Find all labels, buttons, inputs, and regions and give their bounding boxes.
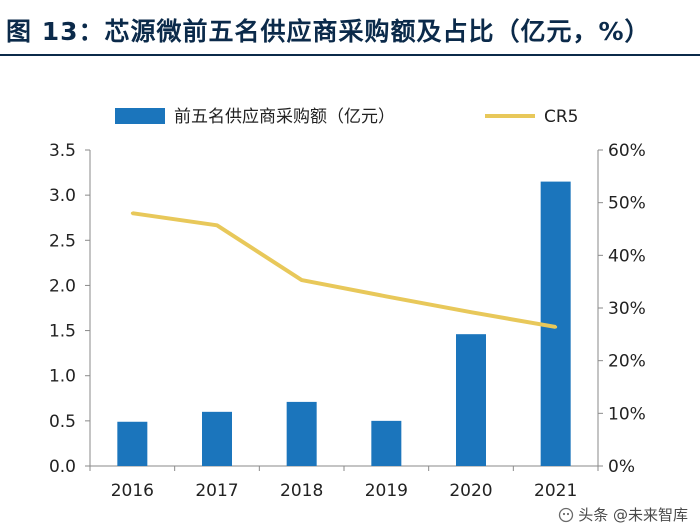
y-left-tick-label: 2.0 <box>49 276 76 296</box>
bar-series <box>117 181 571 466</box>
bar <box>456 334 486 466</box>
line-series <box>130 211 558 329</box>
legend-label-line: CR5 <box>544 107 579 127</box>
x-tick-label: 2018 <box>280 481 323 501</box>
y-right-tick-label: 60% <box>608 141 646 161</box>
y-left-tick-label: 1.5 <box>49 322 76 342</box>
y-left-tick-label: 3.5 <box>49 141 76 161</box>
y-left-tick-label: 2.5 <box>49 231 76 251</box>
y-right-tick-label: 40% <box>608 246 646 266</box>
y-left-tick-label: 0.5 <box>49 412 76 432</box>
tick-labels: 0.0 0.5 1.0 1.5 2.0 2.5 3.0 3.5 0% 10% 20% 30% 40% 50… <box>49 141 646 501</box>
legend-swatch-bar <box>115 108 165 124</box>
x-tick-label: 2019 <box>365 481 408 501</box>
cr5-point <box>215 223 219 227</box>
bar <box>371 420 402 466</box>
cr5-line <box>132 211 557 329</box>
y-right-tick-label: 20% <box>608 352 646 372</box>
x-tick-label: 2021 <box>534 481 577 501</box>
title-divider <box>0 54 700 56</box>
x-tick-label: 2017 <box>195 481 238 501</box>
cr5-point <box>554 325 558 329</box>
y-right-tick-label: 30% <box>608 299 646 319</box>
figure-title: 图 13：芯源微前五名供应商采购额及占比（亿元，%） <box>6 17 651 46</box>
bar <box>202 411 232 466</box>
y-left-tick-label: 0.0 <box>49 457 76 477</box>
bar <box>117 421 148 466</box>
cr5-point <box>300 278 304 282</box>
y-right-tick-label: 50% <box>608 194 646 214</box>
y-right-tick-label: 10% <box>608 404 646 424</box>
x-tick-label: 2016 <box>111 481 154 501</box>
cr5-point <box>384 294 388 298</box>
watermark: 头条 @未来智库 <box>558 504 688 525</box>
bar <box>286 401 317 466</box>
account-icon <box>559 507 574 522</box>
legend-label-bar: 前五名供应商采购额（亿元） <box>174 107 395 127</box>
cr5-point <box>469 310 473 314</box>
axes <box>85 149 603 471</box>
y-left-tick-label: 1.0 <box>49 367 76 387</box>
y-right-tick-label: 0% <box>608 457 635 477</box>
watermark-text: 头条 @未来智库 <box>578 506 688 524</box>
legend: 前五名供应商采购额（亿元） CR5 <box>115 107 579 127</box>
y-left-tick-label: 3.0 <box>49 186 76 206</box>
cr5-point <box>130 211 134 215</box>
x-tick-label: 2020 <box>449 481 492 501</box>
